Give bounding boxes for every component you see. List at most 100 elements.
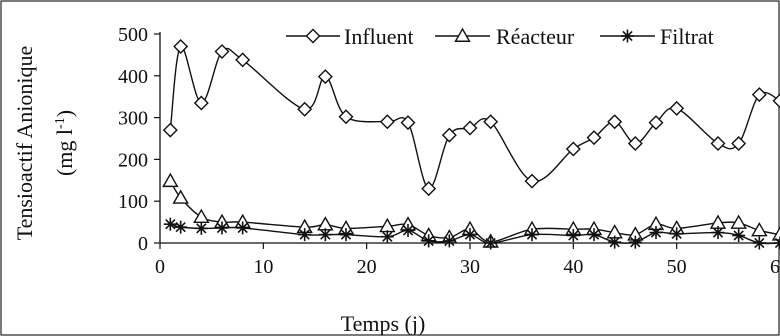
star-stroke: [650, 227, 662, 238]
legend-marker-filtrat: [621, 29, 634, 43]
data-point-filtrat: [773, 236, 780, 250]
star-stroke: [622, 30, 633, 42]
data-point-filtrat: [752, 236, 766, 250]
y-axis-title-line1: Tensioactif Anionique: [12, 46, 37, 241]
y-tick-label: 500: [118, 24, 148, 46]
data-point-filtrat: [380, 230, 394, 244]
data-point-filtrat: [236, 221, 250, 235]
data-point-influent: [627, 136, 643, 152]
series-layer: [162, 39, 780, 250]
data-point-influent: [751, 87, 767, 103]
data-point-influent: [162, 122, 178, 138]
data-point-r-acteur: [317, 216, 334, 231]
data-point-r-acteur: [162, 172, 179, 188]
data-point-filtrat: [339, 228, 353, 242]
legend-marker-influent: [305, 28, 321, 44]
y-axis-unit-text: (mg l-1): [52, 110, 77, 176]
data-point-filtrat: [670, 227, 684, 241]
data-point-filtrat: [711, 226, 725, 240]
data-point-influent: [648, 115, 664, 131]
data-point-influent: [235, 52, 251, 68]
star-stroke: [733, 230, 744, 241]
data-point-filtrat: [525, 228, 539, 242]
data-point-influent: [214, 44, 230, 60]
star-stroke: [402, 225, 414, 236]
star-stroke: [320, 229, 331, 240]
data-point-filtrat: [318, 228, 332, 242]
star-stroke: [568, 230, 579, 241]
series-line-influent: [169, 45, 780, 190]
star-stroke: [588, 229, 600, 240]
star-stroke: [485, 237, 496, 249]
star-stroke: [712, 227, 724, 238]
y-axis-unit-prefix: (mg l: [52, 129, 77, 176]
data-point-filtrat: [587, 228, 601, 242]
legend-item-influent: Influent: [286, 24, 414, 49]
legend-item-r-acteur: Réacteur: [435, 24, 575, 49]
star-stroke: [237, 222, 248, 234]
data-point-r-acteur: [193, 208, 210, 224]
y-axis-unit: (mg l-1): [52, 110, 77, 176]
x-tick-label: 10: [253, 256, 273, 278]
data-point-filtrat: [608, 235, 622, 249]
star-stroke: [340, 229, 352, 240]
star-stroke: [175, 221, 186, 233]
data-point-filtrat: [649, 226, 663, 240]
star-stroke: [216, 222, 228, 234]
data-point-influent: [565, 141, 581, 157]
legend: Influent Réacteur Filtrat: [286, 24, 714, 49]
data-point-filtrat: [194, 221, 208, 235]
y-tick-label: 0: [138, 233, 148, 255]
x-tick-label: 0: [155, 256, 165, 278]
star-stroke: [299, 229, 310, 240]
legend-marker-r-acteur: [454, 27, 471, 42]
data-point-r-acteur: [730, 214, 747, 229]
data-point-influent: [338, 109, 354, 125]
legend-label-r-acteur: Réacteur: [496, 24, 575, 49]
data-point-influent: [379, 114, 395, 130]
x-tick-label: 50: [667, 256, 687, 278]
data-point-filtrat: [163, 217, 177, 231]
legend-label-influent: Influent: [344, 24, 414, 49]
series-influent: [162, 39, 780, 197]
star-stroke: [464, 229, 476, 240]
star-stroke: [671, 228, 682, 239]
star-stroke: [382, 231, 393, 242]
data-point-influent: [421, 181, 437, 197]
data-point-filtrat: [422, 234, 436, 248]
star-stroke: [609, 237, 620, 248]
axes: 0 100 200 300 400 500 0 10 20 30 40 50 60: [118, 24, 780, 278]
data-point-influent: [173, 39, 189, 55]
star-stroke: [754, 237, 765, 249]
data-point-filtrat: [628, 235, 642, 249]
y-tick-label: 200: [118, 149, 148, 171]
data-point-r-acteur: [751, 222, 768, 237]
star-stroke: [774, 241, 780, 249]
x-tick-label: 40: [563, 256, 583, 278]
star-stroke: [774, 237, 780, 245]
star-stroke: [526, 229, 538, 240]
y-tick-label: 100: [118, 191, 148, 213]
star-stroke: [444, 235, 455, 247]
legend-label-filtrat: Filtrat: [660, 24, 714, 49]
x-tick-label: 20: [357, 256, 377, 278]
data-point-filtrat: [566, 228, 580, 242]
data-point-filtrat: [732, 228, 746, 242]
data-point-influent: [669, 100, 685, 116]
star-stroke: [423, 235, 434, 247]
data-point-filtrat: [442, 234, 456, 248]
y-axis-title: Tensioactif Anionique: [12, 46, 37, 241]
x-tick-label: 30: [460, 256, 480, 278]
data-point-influent: [772, 93, 780, 109]
data-point-influent: [297, 101, 313, 117]
data-point-filtrat: [484, 236, 498, 250]
y-tick-label: 300: [118, 108, 148, 130]
data-point-influent: [483, 114, 499, 130]
x-tick-label: 60: [770, 256, 780, 278]
legend-item-filtrat: Filtrat: [600, 24, 714, 49]
data-point-influent: [193, 95, 209, 111]
y-axis-unit-suffix: ): [52, 110, 77, 117]
data-point-influent: [710, 136, 726, 152]
